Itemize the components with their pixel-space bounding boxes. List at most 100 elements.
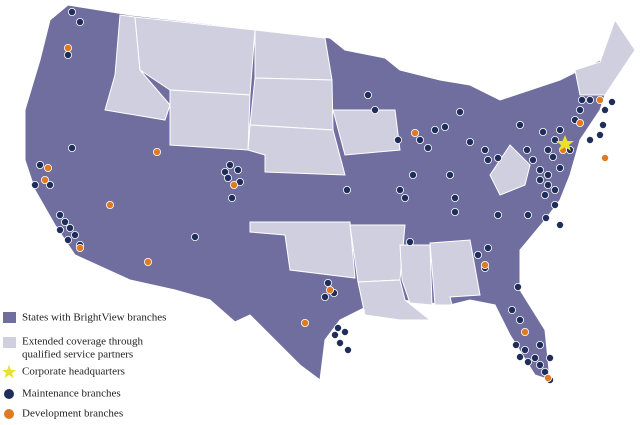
maintenance-branch [544, 145, 553, 154]
branch-markers [30, 7, 617, 384]
maintenance-branch [450, 207, 459, 216]
development-branch [596, 96, 605, 105]
development-branch [44, 163, 53, 172]
maintenance-branch [514, 282, 523, 291]
west-virginia [489, 144, 531, 196]
maintenance-branch [342, 185, 351, 194]
maintenance-branch [516, 315, 525, 324]
legend-hq: Corporate headquarters [22, 366, 125, 378]
development-branch [76, 243, 85, 252]
maintenance-branch [465, 137, 474, 146]
maintenance-branch [536, 360, 545, 369]
maintenance-branch [64, 235, 73, 244]
legend-extended: Extended coverage through [22, 336, 143, 348]
maintenance-branch [440, 123, 449, 132]
maintenance-branch [586, 135, 595, 144]
maintenance-branch [516, 121, 525, 130]
legend-star [2, 365, 16, 378]
maintenance-branch [544, 180, 553, 189]
legend-swatch-extended [3, 337, 16, 348]
maintenance-branch [46, 180, 55, 189]
nebraska [247, 124, 346, 176]
maintenance-branch [450, 193, 459, 202]
maintenance-branch [544, 170, 553, 179]
maintenance-branch [539, 127, 548, 136]
maintenance-branch [408, 170, 417, 179]
arkansas [349, 224, 406, 283]
development-branch [576, 119, 585, 128]
north-dakota [254, 29, 333, 81]
hq-star [556, 135, 574, 151]
maintenance-branch [546, 353, 555, 362]
maintenance-branch [531, 353, 540, 362]
northern-new-england [574, 18, 636, 96]
development-branch [325, 285, 334, 294]
maintenance-branch [521, 345, 530, 354]
maintenance-branch [445, 170, 454, 179]
maintenance-branch [323, 278, 332, 287]
maintenance-branch [76, 17, 85, 26]
maintenance-branch [455, 108, 464, 117]
maintenance-branch [400, 193, 409, 202]
legend-maintenance: Maintenance branches [22, 388, 121, 400]
maintenance-branch [601, 106, 610, 115]
maintenance-branch [393, 135, 402, 144]
maintenance-branch [343, 345, 352, 354]
maintenance-branch [524, 210, 533, 219]
maintenance-branch [483, 243, 492, 252]
maintenance-branch [223, 173, 232, 182]
maintenance-branch [576, 106, 585, 115]
maintenance-branch [493, 210, 502, 219]
maintenance-branch [370, 106, 379, 115]
maintenance-branch [608, 98, 617, 107]
maintenance-branch [516, 352, 525, 361]
legend-dot-maintenance [4, 389, 14, 399]
development-branch [480, 260, 489, 269]
maintenance-branch [578, 96, 587, 105]
maintenance-branch [190, 232, 199, 241]
development-branch [64, 44, 73, 53]
states-layer [24, 4, 636, 381]
maintenance-branch [551, 185, 560, 194]
maintenance-branch [56, 225, 65, 234]
maintenance-branch [551, 135, 560, 144]
legend-dot-development [4, 409, 14, 419]
south-dakota [249, 77, 334, 131]
maintenance-branch [556, 126, 565, 135]
maintenance-branch [227, 193, 236, 202]
legend-extended: qualified service partners [22, 349, 133, 361]
maintenance-branch [61, 217, 70, 226]
maintenance-branch [556, 163, 565, 172]
development-branch [152, 147, 161, 156]
maintenance-branch [599, 121, 608, 130]
maintenance-branch [551, 200, 560, 209]
maintenance-branch [529, 155, 538, 164]
maintenance-branch [71, 230, 80, 239]
maintenance-branch [330, 330, 339, 339]
maintenance-branch [423, 143, 432, 152]
development-branch [229, 180, 238, 189]
development-branch [41, 175, 50, 184]
legend-swatch-states [3, 312, 16, 323]
maintenance-branch [405, 237, 414, 246]
maintenance-branch [395, 185, 404, 194]
maintenance-branch [542, 213, 551, 222]
wyoming [169, 89, 251, 151]
development-branch [544, 373, 553, 382]
maintenance-branch [335, 338, 344, 347]
maintenance-branch [549, 152, 558, 161]
iowa [332, 109, 401, 156]
development-branch [601, 153, 610, 162]
maintenance-branch [507, 305, 516, 314]
development-branch [143, 257, 152, 266]
legend-development: Development branches [22, 408, 123, 420]
maintenance-branch [30, 180, 39, 189]
maintenance-branch [536, 165, 545, 174]
maintenance-branch [415, 135, 424, 144]
maintenance-branch [473, 250, 482, 259]
maintenance-branch [225, 160, 234, 169]
development-branch [521, 327, 530, 336]
maintenance-branch [64, 51, 73, 60]
maintenance-branch [493, 153, 502, 162]
